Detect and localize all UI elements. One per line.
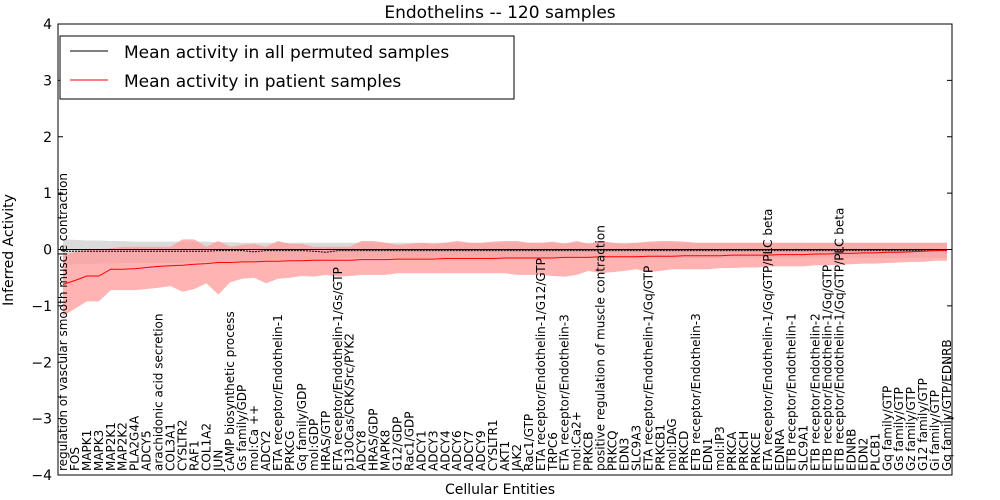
y-tick-label: −2 [31, 355, 52, 371]
category-label: p130Cas/CRK/Src/PYK2 [343, 333, 357, 471]
category-label: ETA receptor/Endothelin-3 [558, 314, 572, 471]
category-label: ADCY3 [426, 430, 440, 471]
category-label: Rac1/GTP [522, 414, 536, 471]
y-tick-label: 1 [43, 186, 52, 202]
category-label: PRKCD [677, 431, 691, 471]
category-label: EDN2 [856, 438, 870, 471]
category-label: Gq family/GTP [880, 386, 894, 471]
category-label: Gs family/GTP [892, 387, 906, 471]
category-label: PLA2G4A [128, 415, 142, 471]
category-label: PRKCA [725, 431, 739, 471]
y-tick-label: 2 [43, 130, 52, 146]
category-label: ADCY8 [355, 430, 369, 471]
category-label: EDN1 [701, 438, 715, 471]
category-label: ETB receptor/Endothelin-1 [785, 313, 799, 471]
x-axis-label: Cellular Entities [445, 482, 555, 498]
category-label: mol:DAG [665, 418, 679, 471]
y-axis-ticks: 4 3 2 1 0 −1 −2 −3 −4 [31, 17, 952, 484]
category-label: regulation of vascular smooth muscle con… [56, 173, 70, 471]
category-label: MAP2K1 [104, 422, 118, 471]
category-label: MAPK3 [92, 430, 106, 471]
y-tick-label: −1 [31, 299, 52, 315]
category-label: ADCY1 [414, 430, 428, 471]
legend-box [59, 35, 515, 100]
category-label: MAP2K2 [116, 422, 130, 471]
category-label: arachidonic acid secretion [152, 314, 166, 471]
category-label: ADCY4 [438, 430, 452, 471]
permuted-line [63, 250, 947, 253]
category-label: ETA receptor/Endothelin-1/Gq/GTP [641, 266, 655, 471]
y-tick-label: 3 [43, 73, 52, 89]
category-label: ETA receptor/Endothelin-1/Gq/GTP/PLC bet… [761, 209, 775, 471]
category-label: PRKCB1 [653, 424, 667, 471]
category-label: positive regulation of muscle contractio… [594, 225, 608, 471]
category-label: COL3A1 [164, 423, 178, 471]
category-label: PRKCH [737, 431, 751, 471]
patient-band [63, 239, 947, 316]
category-label: COL1A2 [199, 423, 213, 471]
category-label: PRKCE [749, 432, 763, 471]
category-label: HRAS/GTP [319, 411, 333, 471]
y-tick-label: −4 [31, 468, 52, 484]
category-label: cAMP biosynthetic process [223, 311, 237, 471]
category-label: ETB receptor/Endothelin-1/Gq/GTP/PLC bet… [833, 208, 847, 471]
legend-label-patient: Mean activity in patient samples [124, 72, 401, 92]
category-label: ETA receptor/Endothelin-1/Gs/GTP [331, 267, 345, 471]
category-label: ETB receptor/Endothelin-3 [689, 313, 703, 471]
category-label: TRPC6 [546, 432, 560, 472]
category-label: mol:Ca2+ [570, 411, 584, 471]
category-label: Gs family/GDP [235, 385, 249, 471]
category-label: Gq family/GDP [295, 383, 309, 471]
category-label: ETA receptor/Endothelin-1 [271, 314, 285, 471]
category-label: AKT1 [498, 441, 512, 471]
category-label: PRKCQ [606, 430, 620, 471]
category-label: EDNRB [844, 429, 858, 471]
category-label: CYSLTR2 [176, 420, 190, 471]
y-tick-label: 0 [43, 243, 52, 259]
category-label: FOS [68, 447, 82, 471]
category-label: HRAS/GDP [367, 408, 381, 471]
category-label: ADCY6 [450, 430, 464, 471]
category-label: ETA receptor/Endothelin-1/G12/GTP [534, 258, 548, 471]
category-label: JAK2 [510, 444, 524, 472]
category-label: PRKCB [582, 432, 596, 471]
category-label: Gq family/GTP/EDNRB [940, 339, 954, 471]
category-label: mol:GDP [307, 419, 321, 471]
y-tick-label: −3 [31, 412, 52, 428]
category-label: ADCY2 [259, 430, 273, 471]
plot-area [58, 239, 952, 316]
category-label: MAPK1 [80, 430, 94, 471]
category-label: PRKCG [283, 431, 297, 471]
legend: Mean activity in all permuted samples Me… [59, 35, 515, 100]
category-label: mol:Ca ++ [247, 405, 261, 471]
category-label: Gz family/GTP [904, 387, 918, 471]
category-label: Rac1/GDP [402, 412, 416, 471]
legend-label-permuted: Mean activity in all permuted samples [124, 43, 449, 63]
category-label: EDNRA [773, 428, 787, 471]
category-labels: regulation of vascular smooth muscle con… [56, 173, 954, 472]
category-label: RAF1 [187, 440, 201, 471]
category-label: G12 family/GTP [916, 378, 930, 471]
category-label: mol:IP3 [713, 426, 727, 471]
category-label: CYSLTR1 [486, 420, 500, 471]
category-label: ADCY9 [474, 430, 488, 471]
category-label: ETB receptor/Endothelin-1/Gq/GTP [821, 265, 835, 471]
category-label: PLCB1 [868, 433, 882, 471]
category-label: SLC9A3 [629, 425, 643, 471]
category-label: ADCY7 [462, 430, 476, 471]
category-label: G12/GDP [391, 417, 405, 471]
category-label: EDN3 [618, 438, 632, 471]
y-tick-label: 4 [43, 17, 52, 33]
y-axis-label: Inferred Activity [1, 194, 17, 306]
category-label: ETB receptor/Endothelin-2 [809, 313, 823, 471]
patient-line [62, 249, 948, 285]
category-label: JUN [211, 450, 225, 472]
category-label: SLC9A1 [797, 425, 811, 471]
category-label: ADCY5 [140, 430, 154, 471]
category-label: Gi family/GTP [928, 390, 942, 471]
chart-title: Endothelins -- 120 samples [384, 3, 615, 23]
category-label: MAPK8 [379, 430, 393, 471]
